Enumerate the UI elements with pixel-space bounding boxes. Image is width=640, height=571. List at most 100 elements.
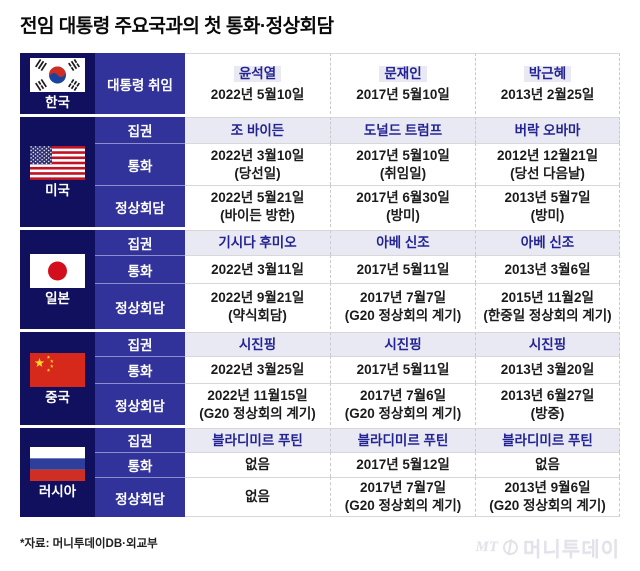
call-date: 2022년 3월25일	[210, 362, 305, 378]
call-cell: 2022년 3월25일	[185, 356, 330, 383]
japan-flag-icon	[30, 253, 85, 288]
call-date: 없음	[535, 457, 560, 473]
summit-cell: 2022년 11월15일 (G20 정상회의 계기)	[185, 383, 330, 425]
call-date: 2012년 12월21일	[496, 147, 599, 163]
category-label-call: 통화	[95, 356, 185, 383]
russia-flag-cell: 러시아	[20, 428, 95, 517]
leader-name-cell: 시진핑	[330, 332, 475, 356]
south-korea-flag-icon	[30, 57, 85, 92]
summit-date: 2017년 7월7일	[359, 480, 447, 496]
category-label-leader: 집권	[95, 428, 185, 452]
japan-flag-cell: 일본	[20, 230, 95, 329]
korea-cell-park: 박근혜 2013년 2월25일	[475, 53, 620, 114]
call-cell: 2017년 5월11일	[330, 356, 475, 383]
country-block-china: 중국 집권 시진핑 시진핑 시진핑 통화 2022년 3월25일 2017년 5…	[20, 332, 620, 425]
category-label-summit: 정상회담	[95, 185, 185, 227]
category-label-leader: 집권	[95, 230, 185, 255]
summit-note: (바이든 방한)	[220, 207, 295, 223]
call-cell: 없음	[475, 452, 620, 477]
summit-date: 2017년 7월7일	[359, 289, 447, 305]
call-cell: 2017년 5월11일	[330, 255, 475, 283]
mt-logo-text: MT	[475, 539, 499, 555]
summit-date: 2022년 11월15일	[207, 387, 308, 403]
category-label-call: 통화	[95, 452, 185, 477]
call-cell: 없음	[185, 452, 330, 477]
moneytoday-logo-text: 머니투데이	[523, 539, 620, 561]
country-block-usa: 미국 집권 조 바이든 도널드 트럼프 버락 오바마 통화 2022년 3월10…	[20, 117, 620, 227]
summit-date: 2017년 7월6일	[359, 387, 447, 403]
summit-cell: 2022년 9월21일 (약식회담)	[185, 283, 330, 329]
category-label-summit: 정상회담	[95, 477, 185, 517]
leader-name-cell: 시진핑	[185, 332, 330, 356]
call-cell: 2017년 5월12일	[330, 452, 475, 477]
category-label-call: 통화	[95, 255, 185, 283]
president-name: 박근혜	[523, 65, 572, 82]
country-block-korea: 한국 대통령 취임 윤석열 2022년 5월10일 문재인 2017년 5월10…	[20, 53, 620, 114]
call-cell: 2022년 3월10일 (당선일)	[185, 143, 330, 185]
country-label: 미국	[45, 183, 70, 199]
china-flag-cell: 중국	[20, 332, 95, 425]
summit-note: (G20 정상회의 계기)	[199, 405, 316, 421]
call-date: 2013년 3월20일	[500, 362, 595, 378]
call-cell: 2022년 3월11일	[185, 255, 330, 283]
summit-cell: 2013년 5월7일 (방미)	[475, 185, 620, 227]
country-block-russia: 러시아 집권 블라디미르 푸틴 블라디미르 푸틴 블라디미르 푸틴 통화 없음 …	[20, 428, 620, 517]
source-note: *자료: 머니투데이DB·외교부	[20, 538, 158, 550]
summit-note: (한중일 정상회의 계기)	[483, 307, 612, 323]
summit-note: (방미)	[386, 207, 420, 223]
summit-date: 2015년 11월2일	[501, 289, 594, 305]
summit-cell: 2017년 6월30일 (방미)	[330, 185, 475, 227]
korea-flag-cell: 한국	[20, 53, 95, 114]
page-title: 전임 대통령 주요국과의 첫 통화·정상회담	[20, 16, 334, 37]
call-date: 2022년 3월11일	[211, 261, 304, 277]
call-date: 2017년 5월11일	[356, 362, 450, 378]
summit-date: 2022년 9월21일	[210, 289, 305, 305]
summit-cell: 2017년 7월7일 (G20 정상회의 계기)	[330, 477, 475, 517]
summit-date: 2013년 9월6일	[504, 480, 591, 496]
call-cell: 2013년 3월20일	[475, 356, 620, 383]
call-date: 2017년 5월10일	[356, 147, 450, 163]
call-cell: 2012년 12월21일 (당선 다음날)	[475, 143, 620, 185]
call-date: 2017년 5월11일	[356, 261, 450, 277]
summit-date: 2013년 5월7일	[504, 189, 591, 205]
leader-name-cell: 블라디미르 푸틴	[330, 428, 475, 452]
summit-cell: 2013년 9월6일 (G20 정상회의 계기)	[475, 477, 620, 517]
summit-note: (G20 정상회의 계기)	[489, 498, 606, 513]
usa-flag-cell: 미국	[20, 117, 95, 227]
summit-cell: 2017년 7월6일 (G20 정상회의 계기)	[330, 383, 475, 425]
summit-note: (G20 정상회의 계기)	[344, 498, 462, 513]
category-label-leader: 집권	[95, 117, 185, 143]
summit-cell: 2015년 11월2일 (한중일 정상회의 계기)	[475, 283, 620, 329]
call-cell: 2013년 3월6일	[475, 255, 620, 283]
category-label-leader: 집권	[95, 332, 185, 356]
call-note: (당선 다음날)	[510, 165, 585, 181]
country-label: 일본	[45, 290, 70, 306]
leader-name-cell: 아베 신조	[330, 230, 475, 255]
usa-flag-icon	[30, 146, 85, 181]
leader-name-cell: 아베 신조	[475, 230, 620, 255]
summit-cell: 2017년 7월7일 (G20 정상회의 계기)	[330, 283, 475, 329]
call-date: 2013년 3월6일	[504, 261, 591, 277]
category-label-inauguration: 대통령 취임	[95, 53, 185, 114]
summit-date: 2017년 6월30일	[356, 189, 450, 205]
leader-name-cell: 버락 오바마	[475, 117, 620, 143]
moneytoday-logo: MT 머니투데이	[476, 533, 621, 562]
inauguration-date: 2017년 5월10일	[356, 86, 450, 102]
category-label-summit: 정상회담	[95, 383, 185, 425]
inauguration-date: 2013년 2월25일	[500, 86, 595, 102]
leader-name-cell: 조 바이든	[185, 117, 330, 143]
call-note: (당선일)	[234, 165, 281, 181]
russia-flag-icon	[30, 446, 85, 481]
leader-name-cell: 기시다 후미오	[185, 230, 330, 255]
summit-date: 2022년 5월21일	[210, 189, 305, 205]
leader-name-cell: 블라디미르 푸틴	[185, 428, 330, 452]
country-label: 한국	[45, 94, 70, 110]
mt-logo-icon	[501, 538, 520, 557]
call-cell: 2017년 5월10일 (취임일)	[330, 143, 475, 185]
summit-cell: 2022년 5월21일 (바이든 방한)	[185, 185, 330, 227]
call-date: 2022년 3월10일	[210, 147, 305, 163]
call-date: 2017년 5월12일	[356, 457, 450, 473]
korea-cell-yoon: 윤석열 2022년 5월10일	[185, 53, 330, 114]
summit-note: (G20 정상회의 계기)	[344, 307, 462, 323]
leader-name-cell: 도널드 트럼프	[330, 117, 475, 143]
